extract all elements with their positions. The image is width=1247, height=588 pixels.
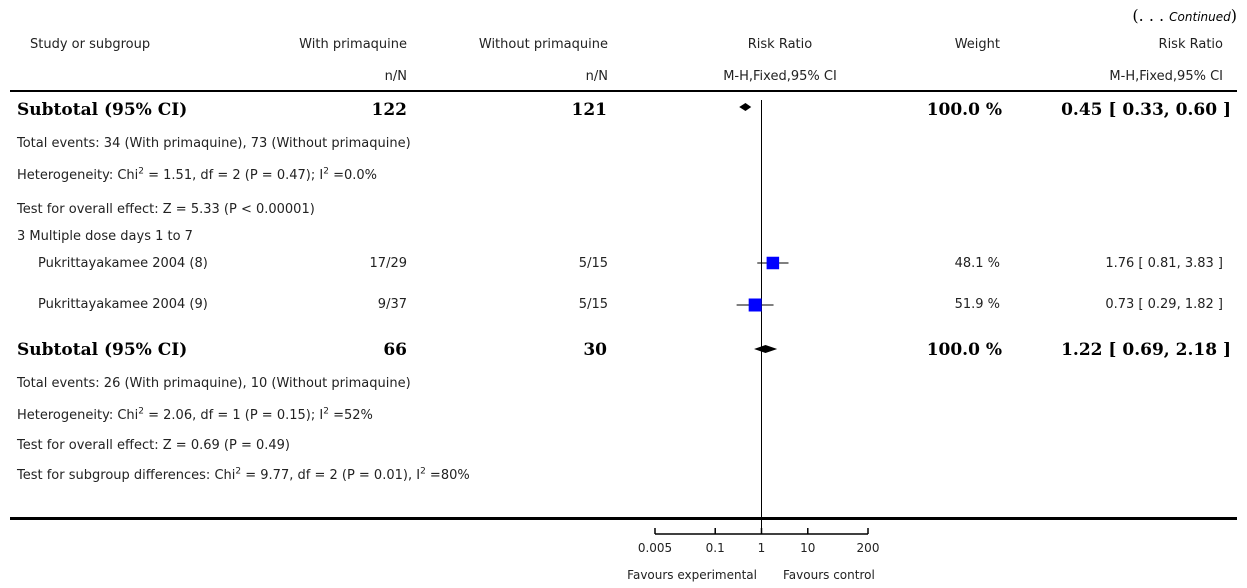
study-1-ctrl: 5/15	[578, 256, 608, 271]
header-rr: Risk Ratio	[747, 37, 813, 52]
study-2-weight: 51.9 %	[954, 297, 1000, 312]
study-2-exp: 9/37	[377, 297, 407, 312]
study-1-weight: 48.1 %	[954, 256, 1000, 271]
header-rr2-sub: M-H,Fixed,95% CI	[1109, 69, 1223, 84]
het-1-sup1: 2	[138, 166, 144, 177]
continued-dots: (. . .	[1132, 6, 1165, 25]
continued-label: (. . . Continued)	[1132, 8, 1237, 25]
study-2-name: Pukrittayakamee 2004 (9)	[38, 297, 208, 312]
subgroup-differences: Test for subgroup differences: Chi2 = 9.…	[17, 466, 470, 484]
het-2-a: Heterogeneity: Chi	[17, 408, 139, 423]
subtotal-2-exp: 66	[383, 340, 407, 360]
stats-1-heterogeneity: Heterogeneity: Chi2 = 1.51, df = 2 (P = …	[17, 166, 377, 184]
het-1-sup2: 2	[323, 166, 329, 177]
header-ctrl-sub: n/N	[585, 69, 608, 84]
subtotal-2-weight: 100.0 %	[926, 340, 1002, 360]
het-1-a: Heterogeneity: Chi	[17, 168, 139, 183]
stats-2-heterogeneity: Heterogeneity: Chi2 = 2.06, df = 1 (P = …	[17, 406, 373, 424]
stats-2-events: Total events: 26 (With primaquine), 10 (…	[17, 376, 411, 391]
axis-tick-label: 10	[800, 541, 816, 555]
continued-word: Continued	[1169, 10, 1231, 24]
het-1-b: = 1.51, df = 2 (P = 0.47); I	[144, 168, 324, 183]
diff-c: =80%	[425, 468, 470, 483]
subtotal-1-weight: 100.0 %	[926, 100, 1002, 120]
subgroup-3-label: 3 Multiple dose days 1 to 7	[17, 229, 193, 244]
header-exp-sub: n/N	[384, 69, 407, 84]
subtotal-1-exp: 122	[371, 100, 408, 120]
het-2-sup1: 2	[138, 406, 144, 417]
het-2-b: = 2.06, df = 1 (P = 0.15); I	[144, 408, 324, 423]
study-1-name: Pukrittayakamee 2004 (8)	[38, 256, 208, 271]
subtotal-2-label: Subtotal (95% CI)	[17, 340, 188, 360]
stats-1-events: Total events: 34 (With primaquine), 73 (…	[17, 136, 411, 151]
diff-sup1: 2	[235, 466, 242, 477]
subtotal-1-ctrl: 121	[571, 100, 608, 120]
study-2-ctrl: 5/15	[578, 297, 608, 312]
subtotal-2-ci: 1.22 [ 0.69, 2.18 ]	[1061, 340, 1231, 360]
header-rr2: Risk Ratio	[1158, 37, 1223, 52]
stats-2-overall: Test for overall effect: Z = 0.69 (P = 0…	[17, 438, 290, 453]
continued-close: )	[1230, 6, 1237, 25]
header-rule	[10, 90, 1237, 92]
header-study: Study or subgroup	[30, 37, 151, 52]
het-2-sup2: 2	[323, 406, 329, 417]
favours-left: Favours experimental	[627, 568, 757, 582]
favours-right: Favours control	[783, 568, 875, 582]
bottom-rule	[10, 517, 1237, 520]
stats-1-overall: Test for overall effect: Z = 5.33 (P < 0…	[17, 202, 315, 217]
subtotal-1-label: Subtotal (95% CI)	[17, 100, 188, 120]
header-rr-sub: M-H,Fixed,95% CI	[723, 69, 837, 84]
axis-tick-label: 1	[757, 541, 766, 555]
axis-tick-label: 0.1	[705, 541, 725, 555]
header-weight: Weight	[954, 37, 1000, 52]
subtotal-1-ci: 0.45 [ 0.33, 0.60 ]	[1061, 100, 1231, 120]
subtotal-diamond-2	[754, 345, 778, 353]
axis-tick-label: 0.005	[637, 541, 673, 555]
header-exp: With primaquine	[299, 37, 407, 52]
header-ctrl: Without primaquine	[478, 37, 608, 52]
subtotal-2-ctrl: 30	[583, 340, 607, 360]
axis-tick-label: 200	[856, 541, 880, 555]
diff-sup2: 2	[420, 466, 426, 477]
study-box-1	[766, 256, 780, 270]
study-1-exp: 17/29	[369, 256, 407, 271]
diff-b: = 9.77, df = 2 (P = 0.01), I	[241, 468, 421, 483]
diff-a: Test for subgroup differences: Chi	[17, 468, 236, 483]
study-1-ci: 1.76 [ 0.81, 3.83 ]	[1105, 256, 1223, 271]
study-box-2	[748, 298, 762, 312]
het-2-c: =52%	[328, 408, 373, 423]
study-2-ci: 0.73 [ 0.29, 1.82 ]	[1105, 297, 1223, 312]
het-1-c: =0.0%	[328, 168, 377, 183]
subtotal-diamond-1	[739, 103, 752, 111]
